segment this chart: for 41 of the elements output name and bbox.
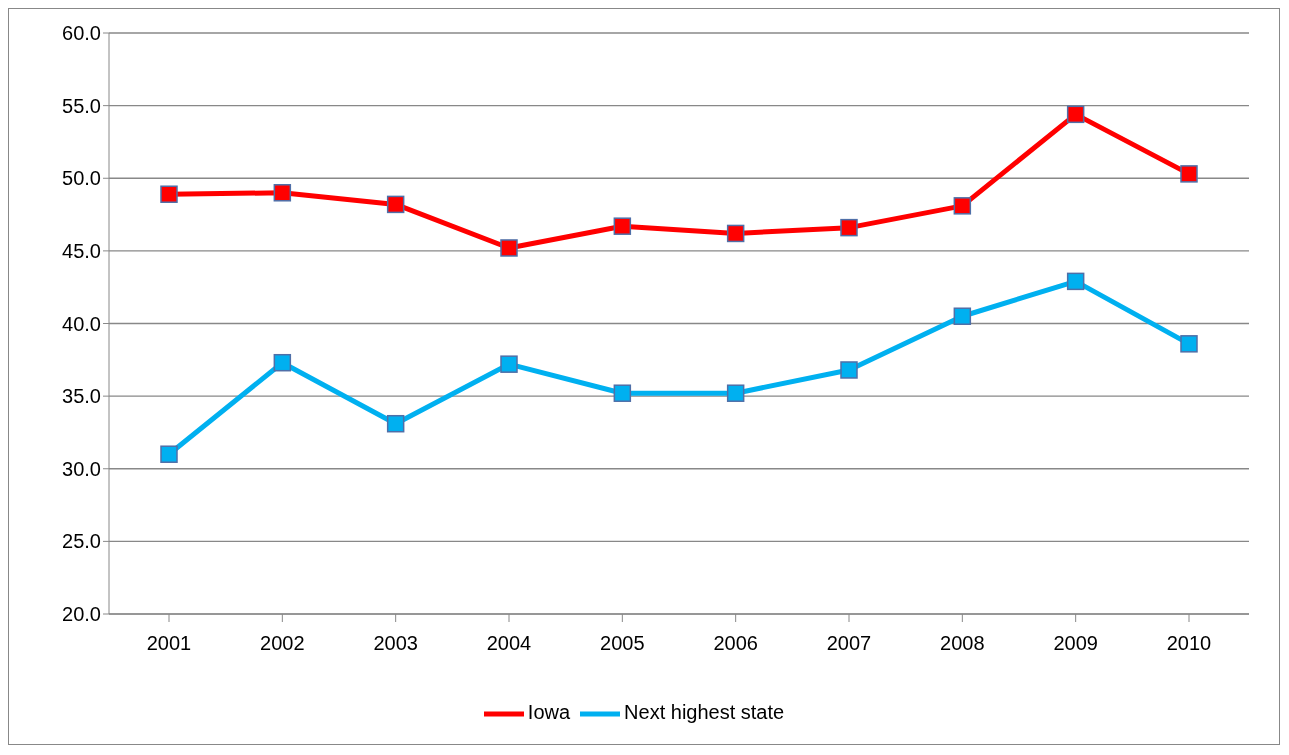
y-tick-label: 60.0 [62, 22, 101, 45]
x-tick-label: 2006 [713, 632, 758, 655]
x-tick-label: 2010 [1166, 632, 1212, 655]
point [386, 414, 405, 433]
point [273, 353, 292, 372]
point [840, 218, 858, 237]
y-tick-label: 40.0 [62, 312, 101, 335]
point [1066, 272, 1085, 291]
point [613, 217, 632, 235]
legend-label: Next highest state [624, 701, 785, 724]
point [160, 185, 178, 203]
y-tick-label: 30.0 [62, 457, 101, 480]
point [160, 445, 178, 463]
y-tick-label: 25.0 [62, 530, 101, 553]
point [1066, 105, 1085, 124]
y-tick-label: 55.0 [62, 94, 101, 117]
point [500, 355, 518, 373]
point [500, 239, 518, 257]
legend-label: Iowa [527, 701, 571, 724]
point [726, 384, 745, 402]
point [613, 384, 632, 402]
point [386, 195, 405, 214]
point [953, 197, 972, 215]
y-tick-label: 50.0 [62, 167, 101, 190]
x-tick-label: 2005 [600, 632, 645, 655]
point [1180, 165, 1198, 183]
x-tick-label: 2007 [826, 632, 872, 655]
point [840, 361, 858, 379]
y-tick-label: 45.0 [62, 239, 101, 262]
point [273, 184, 292, 202]
point [953, 307, 972, 325]
x-tick-label: 2009 [1053, 632, 1098, 655]
y-tick-label: 35.0 [62, 385, 101, 408]
point [726, 224, 745, 243]
x-tick-label: 2002 [260, 632, 305, 655]
x-tick-label: 2003 [373, 632, 418, 655]
x-tick-label: 2001 [146, 632, 192, 655]
y-tick-label: 20.0 [62, 603, 101, 626]
x-tick-label: 2008 [940, 632, 985, 655]
x-tick-label: 2004 [486, 632, 532, 655]
point [1180, 335, 1198, 353]
